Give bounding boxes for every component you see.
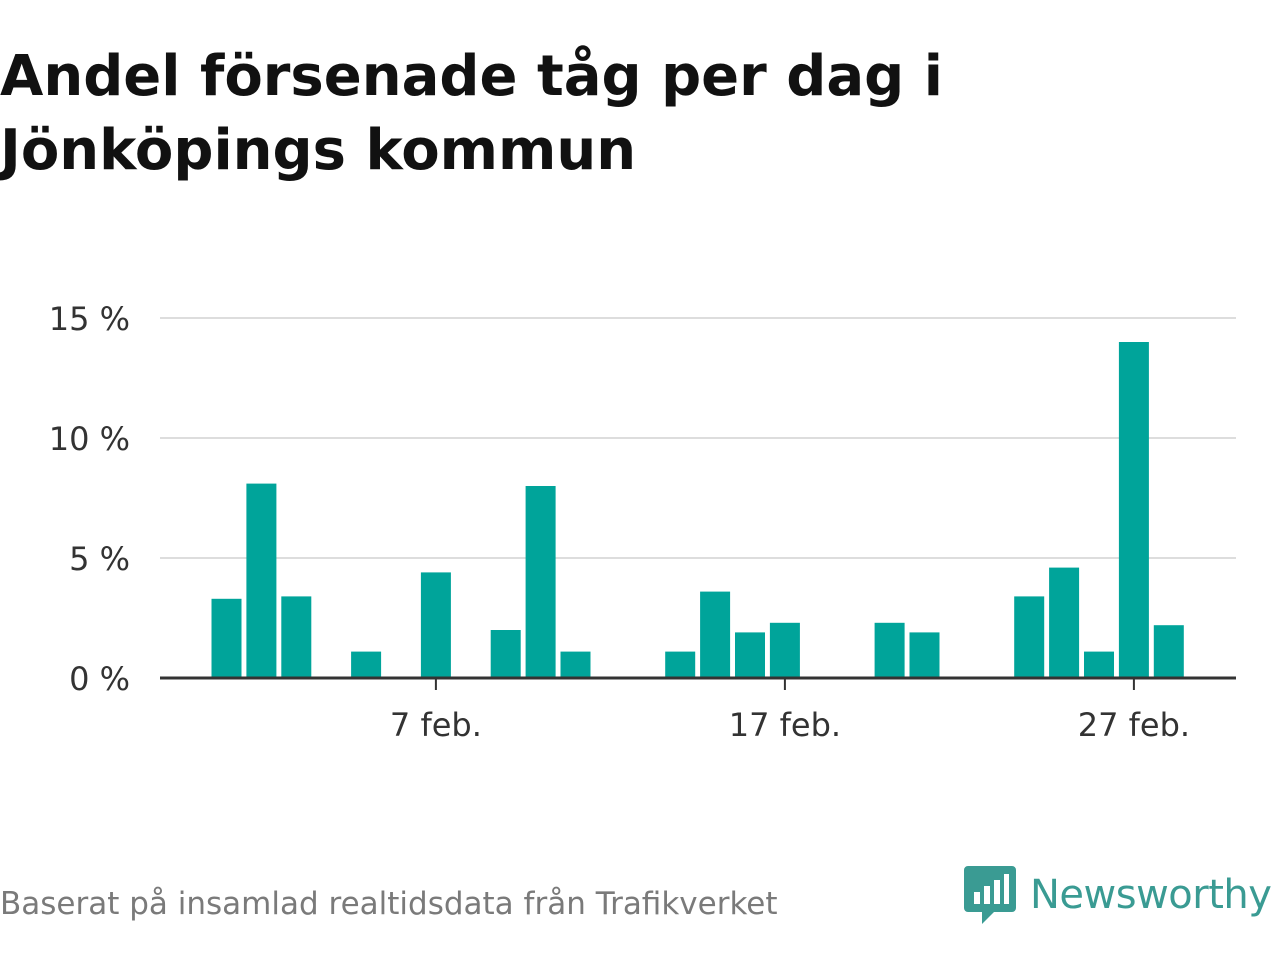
- bars: [211, 342, 1184, 678]
- x-tick-label: 7 feb.: [390, 706, 482, 744]
- y-tick-label: 10 %: [49, 420, 130, 458]
- brand-logo: Newsworthy: [964, 864, 1272, 926]
- y-tick-label: 5 %: [69, 540, 130, 578]
- title-line-1: Andel försenade tåg per dag i: [0, 44, 943, 109]
- gridlines: [160, 317, 1236, 559]
- bar: [1153, 625, 1184, 678]
- x-tick-label: 27 feb.: [1078, 706, 1190, 744]
- bar: [420, 572, 451, 678]
- bar: [769, 622, 800, 678]
- bar: [525, 486, 556, 678]
- bar-chart: 0 % 5 % 10 % 15 % 7 feb. 17 feb. 27 feb.: [49, 300, 1236, 744]
- bar: [1049, 567, 1080, 678]
- y-tick-label: 15 %: [49, 300, 130, 338]
- bar: [735, 632, 765, 678]
- bar: [211, 598, 242, 678]
- x-tick-label: 17 feb.: [729, 706, 841, 744]
- bar: [560, 651, 591, 678]
- title-line-2: Jönköpings kommun: [0, 118, 637, 183]
- bar: [1118, 342, 1149, 678]
- bar: [700, 591, 731, 678]
- bar: [490, 630, 521, 678]
- source-note: Baserat på insamlad realtidsdata från Tr…: [0, 886, 778, 922]
- x-axis: 7 feb. 17 feb. 27 feb.: [160, 676, 1236, 744]
- bar: [351, 651, 382, 678]
- bar: [246, 483, 277, 678]
- bar: [1014, 596, 1045, 678]
- bar: [909, 632, 940, 678]
- chat-bubble-bar-chart-icon: [964, 866, 1016, 924]
- bar: [281, 596, 312, 678]
- brand-name: Newsworthy: [1030, 872, 1272, 918]
- bar: [665, 651, 696, 678]
- bar: [1084, 651, 1114, 678]
- bar: [874, 622, 905, 678]
- y-axis: 0 % 5 % 10 % 15 %: [49, 300, 130, 698]
- y-tick-label: 0 %: [69, 660, 130, 698]
- chart-title: Andel försenade tåg per dag i Jönköpings…: [0, 40, 1100, 188]
